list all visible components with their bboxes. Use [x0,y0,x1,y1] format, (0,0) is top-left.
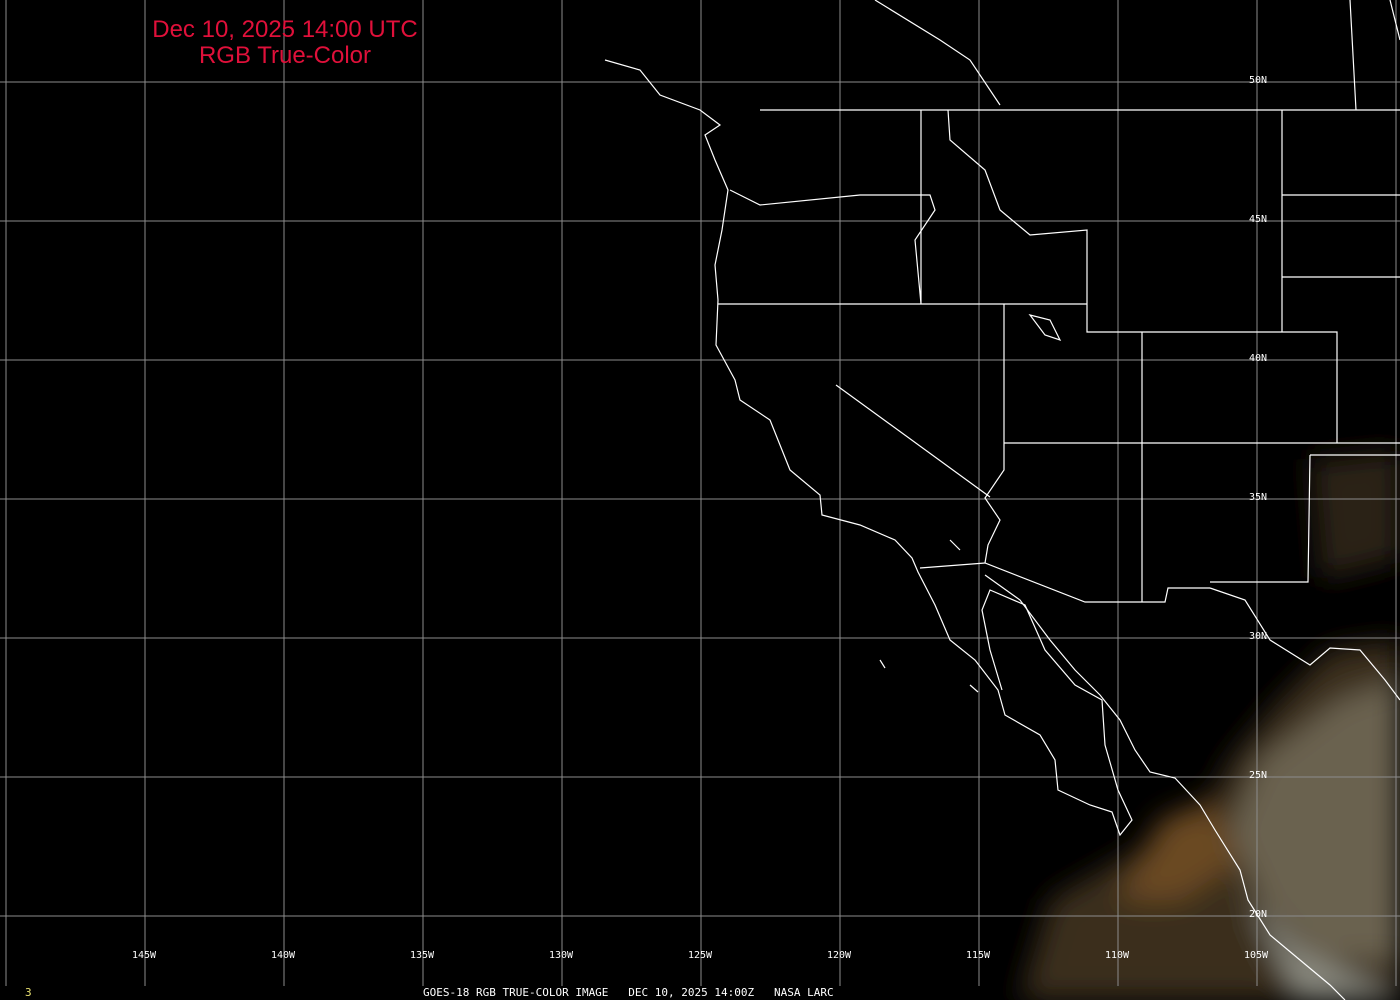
terrain-imagery [1020,450,1400,1000]
longitude-label: 140W [271,950,296,961]
longitude-label: 135W [410,950,435,961]
us-mexico-border [919,562,1210,603]
title-product: RGB True-Color [198,42,372,69]
latitude-label: 30N [1249,631,1268,642]
longitude-label: 145W [132,950,157,961]
longitude-label: 120W [827,950,852,961]
state-borders [718,109,1400,602]
longitude-label: 125W [688,950,713,961]
latitude-label: 35N [1249,492,1268,503]
coastline-gulf-of-mexico [1209,587,1400,701]
frame-number: 3 [25,986,32,999]
latitude-label: 20N [1249,909,1268,920]
longitude-label: 130W [549,950,574,961]
title-date: Dec 10, 2025 14:00 UTC [152,16,418,43]
longitude-label: 105W [1244,950,1269,961]
image-caption: GOES-18 RGB TRUE-COLOR IMAGE DEC 10, 202… [423,986,834,999]
boundaries [604,0,1400,1000]
footer-bar: 3 GOES-18 RGB TRUE-COLOR IMAGE DEC 10, 2… [0,986,1400,1000]
latitude-label: 45N [1249,214,1268,225]
coastline-pacific [604,59,1133,837]
longitude-label: 115W [966,950,991,961]
latitude-label: 50N [1249,75,1268,86]
longitude-label: 110W [1105,950,1130,961]
latitude-label: 25N [1249,770,1268,781]
latitude-label: 40N [1249,353,1268,364]
coastline-mexico-mainland [984,574,1346,1000]
